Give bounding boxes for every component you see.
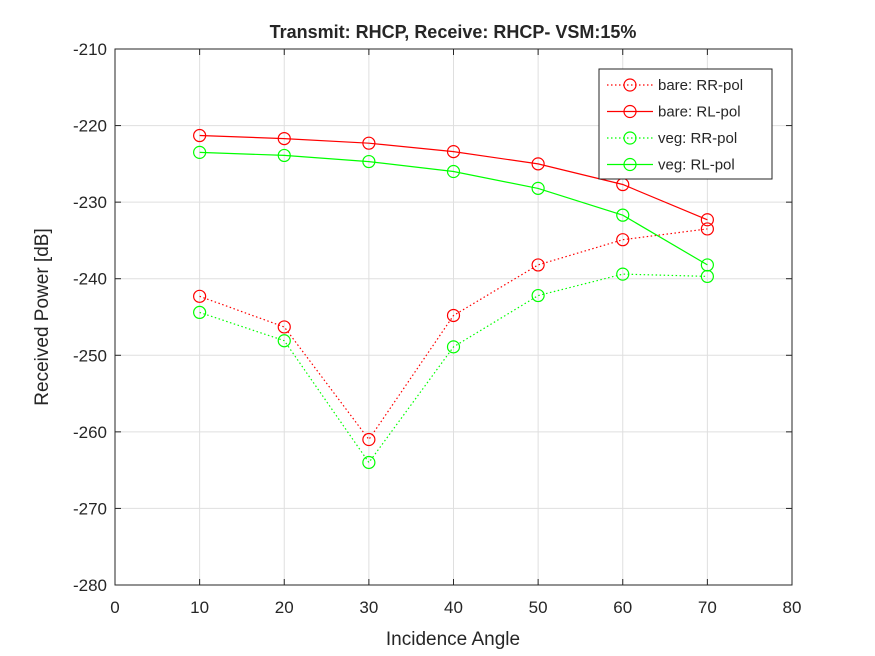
data-point xyxy=(193,289,207,303)
x-tick-label: 10 xyxy=(190,598,209,617)
legend-marker xyxy=(623,131,637,145)
x-axis-label: Incidence Angle xyxy=(386,629,520,650)
data-point xyxy=(362,154,376,169)
x-tick-label: 50 xyxy=(529,598,548,617)
x-tick-label: 0 xyxy=(110,598,119,617)
legend-item: veg: RL-pol xyxy=(607,157,735,174)
legend-item: bare: RR-pol xyxy=(607,77,743,94)
y-axis-label: Received Power [dB] xyxy=(32,228,53,405)
y-tick-label: -270 xyxy=(73,499,107,518)
y-tick-label: -230 xyxy=(73,193,107,212)
legend-item: veg: RR-pol xyxy=(607,130,737,147)
data-point xyxy=(193,128,207,143)
x-tick-label: 30 xyxy=(359,598,378,617)
data-point xyxy=(362,136,376,150)
data-point xyxy=(616,208,630,222)
series-0 xyxy=(193,222,714,447)
data-point xyxy=(362,432,376,447)
data-point xyxy=(531,157,545,171)
series-layer xyxy=(193,128,714,470)
data-point xyxy=(700,258,714,272)
series-2 xyxy=(193,267,714,470)
data-point xyxy=(277,131,291,146)
data-point xyxy=(446,164,461,179)
series-line xyxy=(199,151,708,266)
series-3 xyxy=(193,145,714,272)
y-tick-label: -220 xyxy=(73,117,107,136)
series-line xyxy=(199,134,708,221)
legend-marker xyxy=(623,78,637,92)
data-point xyxy=(700,213,714,227)
legend-marker xyxy=(623,157,637,172)
legend: bare: RR-pol bare: RL-pol veg: RR-pol veg: … xyxy=(598,68,773,180)
ticks: 0 10 20 30 40 50 60 70 80 -280 -270 -260 -250 -240 -23… xyxy=(73,40,801,617)
legend-label: veg: RR-pol xyxy=(658,130,737,147)
y-tick-label: -210 xyxy=(73,40,107,59)
data-point xyxy=(616,267,630,281)
data-point xyxy=(616,233,630,247)
legend-marker xyxy=(623,104,637,119)
x-tick-label: 20 xyxy=(275,598,294,617)
data-point xyxy=(277,334,291,348)
legend-label: bare: RR-pol xyxy=(658,77,743,94)
data-point xyxy=(277,320,291,334)
x-tick-label: 60 xyxy=(613,598,632,617)
y-tick-label: -260 xyxy=(73,423,107,442)
chart-title: Transmit: RHCP, Receive: RHCP- VSM:15% xyxy=(270,22,637,42)
y-tick-label: -280 xyxy=(73,576,107,595)
data-point xyxy=(446,308,461,323)
data-point xyxy=(446,340,461,354)
data-point xyxy=(193,145,207,159)
data-point xyxy=(193,305,207,320)
data-point xyxy=(446,145,461,159)
y-tick-label: -240 xyxy=(73,270,107,289)
legend-item: bare: RL-pol xyxy=(607,104,741,121)
x-tick-label: 40 xyxy=(444,598,463,617)
x-tick-label: 80 xyxy=(783,598,802,617)
y-tick-label: -250 xyxy=(73,346,107,365)
series-line xyxy=(199,228,708,441)
legend-label: veg: RL-pol xyxy=(658,157,735,174)
data-point xyxy=(531,258,545,272)
legend-box xyxy=(598,68,773,180)
legend-label: bare: RL-pol xyxy=(658,104,741,121)
data-point xyxy=(700,222,714,236)
data-point xyxy=(531,181,545,195)
data-point xyxy=(531,288,545,303)
series-line xyxy=(199,273,708,464)
x-tick-label: 70 xyxy=(698,598,717,617)
series-1 xyxy=(193,128,714,227)
data-point xyxy=(277,148,291,163)
data-point xyxy=(362,455,376,470)
